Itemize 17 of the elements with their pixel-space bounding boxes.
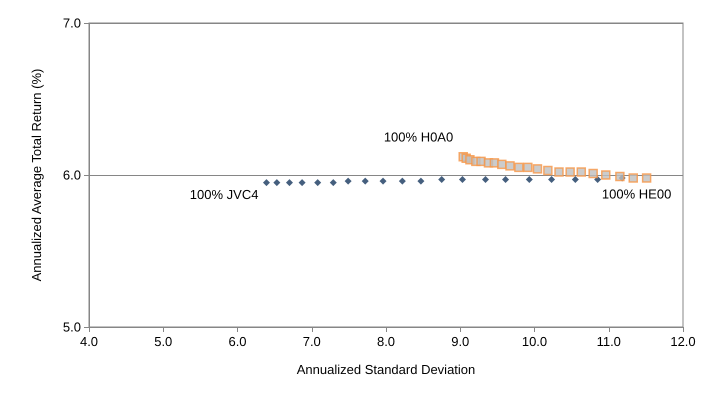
annotation: 100% JVC4 (190, 187, 258, 202)
annotation: 100% HE00 (602, 186, 672, 202)
x-tick-label: 7.0 (302, 334, 321, 349)
x-tick-label: 5.0 (154, 334, 172, 349)
annotation: 100% H0A0 (384, 129, 454, 144)
y-tick-label: 5.0 (62, 320, 81, 334)
x-tick-label: 12.0 (670, 334, 696, 349)
x-tick-label: 8.0 (376, 334, 396, 349)
x-axis-title: Annualized Standard Deviation (296, 362, 476, 377)
x-tick-label: 9.0 (451, 334, 470, 349)
x-tick-label: 11.0 (596, 334, 621, 349)
x-tick-label: 4.0 (80, 334, 98, 349)
y-tick-label: 7.0 (62, 16, 81, 30)
y-axis-title: Annualized Average Total Return (%) (29, 68, 44, 282)
y-tick-label: 6.0 (62, 168, 81, 182)
x-tick-label: 10.0 (522, 334, 548, 349)
x-tick-label: 6.0 (228, 334, 247, 349)
